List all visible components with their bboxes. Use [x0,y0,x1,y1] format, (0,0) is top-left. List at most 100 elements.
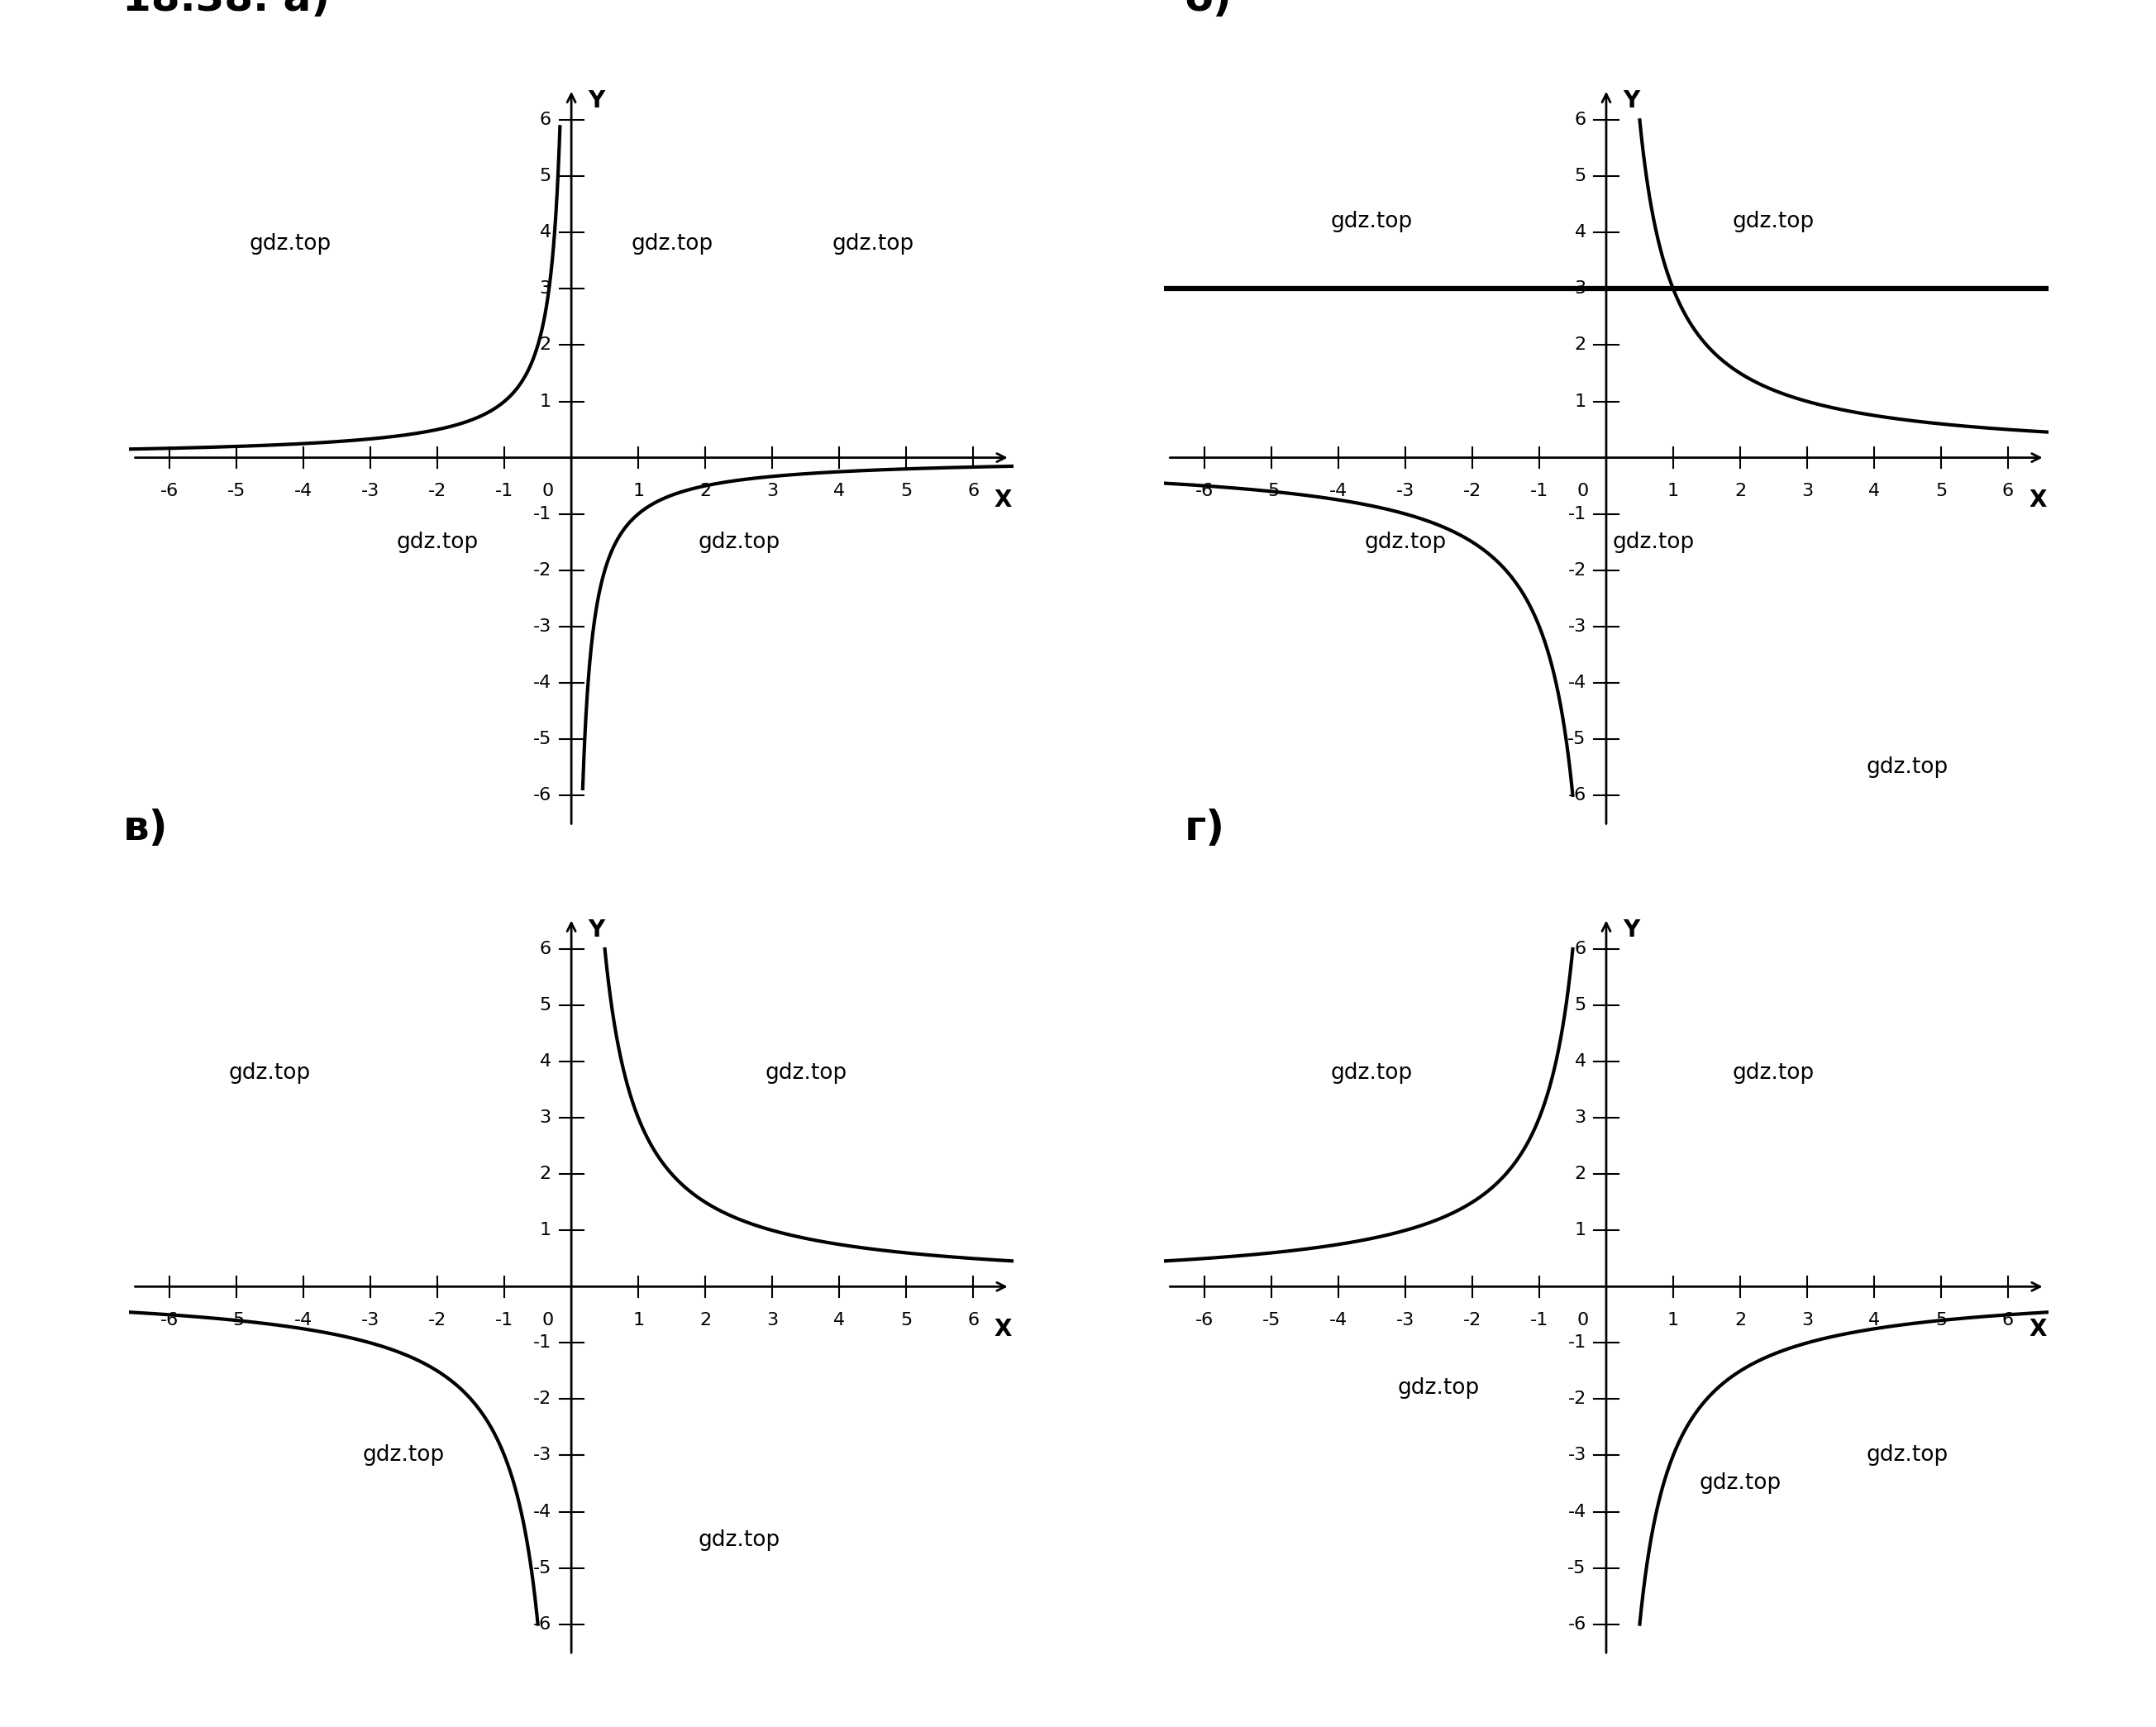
Text: 2: 2 [1733,484,1746,499]
Text: 1: 1 [632,1313,645,1328]
Text: 6: 6 [968,484,979,499]
Text: gdz.top: gdz.top [1330,1062,1412,1083]
Text: 6: 6 [1574,112,1587,128]
Text: gdz.top: gdz.top [699,532,780,553]
Text: -1: -1 [496,484,513,499]
Text: -6: -6 [1567,1616,1587,1632]
Text: -2: -2 [533,561,552,579]
Text: gdz.top: gdz.top [699,1528,780,1551]
Text: 2: 2 [699,484,711,499]
Text: -3: -3 [1567,1447,1587,1464]
Text: 6: 6 [2003,484,2014,499]
Text: 3: 3 [765,484,778,499]
Text: -6: -6 [533,788,552,803]
Text: -6: -6 [1194,1313,1214,1328]
Text: Y: Y [589,90,606,112]
Text: 0: 0 [541,1313,554,1328]
Text: 1: 1 [632,484,645,499]
Text: -3: -3 [533,618,552,636]
Text: gdz.top: gdz.top [1365,532,1447,553]
Text: 3: 3 [1800,484,1813,499]
Text: -2: -2 [1464,1313,1481,1328]
Text: gdz.top: gdz.top [250,233,332,254]
Text: 6: 6 [2003,1313,2014,1328]
Text: -4: -4 [293,484,313,499]
Text: gdz.top: gdz.top [632,233,714,254]
Text: gdz.top: gdz.top [1397,1376,1479,1399]
Text: -1: -1 [1567,1335,1587,1351]
Text: -5: -5 [226,1313,246,1328]
Text: -2: -2 [1567,1390,1587,1408]
Text: 4: 4 [1869,484,1880,499]
Text: 3: 3 [1800,1313,1813,1328]
Text: 2: 2 [539,337,552,354]
Text: -3: -3 [362,1313,379,1328]
Text: г): г) [1184,808,1225,848]
Text: 4: 4 [539,1053,552,1069]
Text: 2: 2 [1574,1166,1587,1183]
Text: 6: 6 [968,1313,979,1328]
Text: -2: -2 [533,1390,552,1408]
Text: -1: -1 [533,506,552,522]
Text: 4: 4 [1574,225,1587,240]
Text: X: X [2029,1318,2046,1340]
Text: X: X [2029,489,2046,511]
Text: -3: -3 [1397,1313,1414,1328]
Text: 2: 2 [1733,1313,1746,1328]
Text: 2: 2 [1574,337,1587,354]
Text: 5: 5 [901,1313,912,1328]
Text: 6: 6 [1574,941,1587,957]
Text: -6: -6 [160,484,179,499]
Text: 5: 5 [539,168,552,185]
Text: 2: 2 [699,1313,711,1328]
Text: -6: -6 [1194,484,1214,499]
Text: 1: 1 [539,394,552,409]
Text: gdz.top: gdz.top [229,1062,310,1083]
Text: -1: -1 [496,1313,513,1328]
Text: -6: -6 [160,1313,179,1328]
Text: 0: 0 [1576,1313,1589,1328]
Text: 4: 4 [1574,1053,1587,1069]
Text: 3: 3 [539,1109,552,1126]
Text: -3: -3 [362,484,379,499]
Text: 1: 1 [1574,394,1587,409]
Text: 1: 1 [1667,484,1680,499]
Text: Y: Y [1623,90,1641,112]
Text: 6: 6 [539,112,552,128]
Text: gdz.top: gdz.top [832,233,914,254]
Text: gdz.top: gdz.top [1733,1062,1815,1083]
Text: Y: Y [1623,919,1641,941]
Text: -3: -3 [1567,618,1587,636]
Text: 4: 4 [834,1313,845,1328]
Text: 1: 1 [1667,1313,1680,1328]
Text: 3: 3 [765,1313,778,1328]
Text: -4: -4 [293,1313,313,1328]
Text: 2: 2 [539,1166,552,1183]
Text: gdz.top: gdz.top [397,532,479,553]
Text: -5: -5 [1261,1313,1281,1328]
Text: gdz.top: gdz.top [362,1445,444,1466]
Text: -4: -4 [1567,675,1587,691]
Text: gdz.top: gdz.top [1613,532,1695,553]
Text: -6: -6 [533,1616,552,1632]
Text: -5: -5 [533,1559,552,1577]
Text: 1: 1 [1574,1223,1587,1238]
Text: gdz.top: gdz.top [1699,1473,1781,1494]
Text: 3: 3 [1574,280,1587,297]
Text: 5: 5 [1936,1313,1947,1328]
Text: -4: -4 [1328,1313,1348,1328]
Text: 3: 3 [1574,1109,1587,1126]
Text: 18.38. а): 18.38. а) [123,0,330,19]
Text: -4: -4 [1328,484,1348,499]
Text: -4: -4 [533,1504,552,1520]
Text: 1: 1 [539,1223,552,1238]
Text: -6: -6 [1567,788,1587,803]
Text: -1: -1 [1531,1313,1548,1328]
Text: 4: 4 [539,225,552,240]
Text: gdz.top: gdz.top [1330,211,1412,231]
Text: 6: 6 [539,941,552,957]
Text: 5: 5 [1936,484,1947,499]
Text: 0: 0 [541,484,554,499]
Text: 5: 5 [1574,996,1587,1014]
Text: -2: -2 [1567,561,1587,579]
